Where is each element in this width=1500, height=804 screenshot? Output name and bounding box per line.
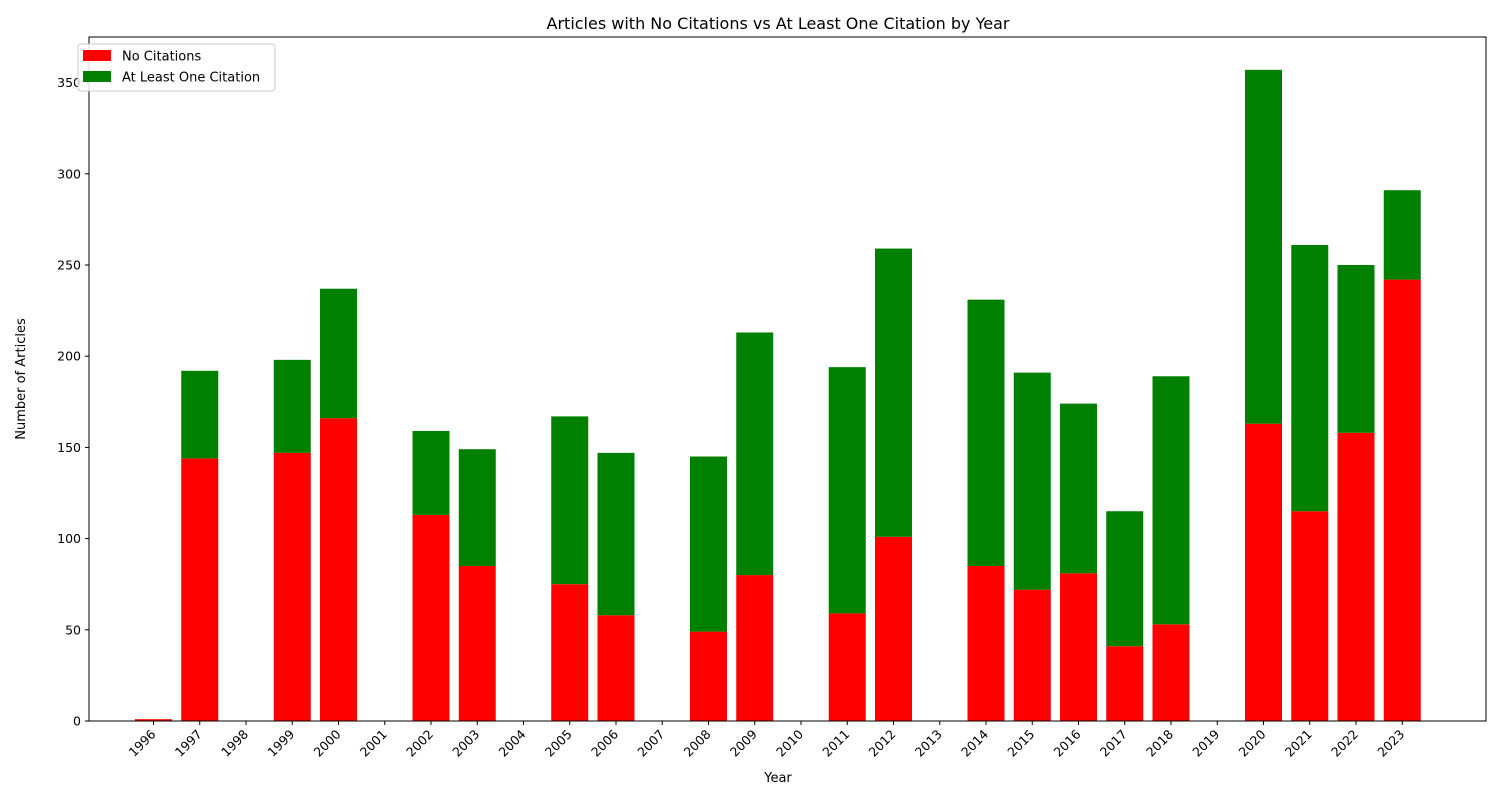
bar-no-citations-2000 [320,418,357,721]
legend-swatch-no-citations [83,50,111,61]
y-tick-label: 250 [57,258,81,273]
x-tick-label-2021: 2021 [1282,727,1315,760]
bar-at-least-one-citation-1997 [181,370,219,459]
bar-no-citations-2018 [1152,624,1190,721]
bar-at-least-one-citation-1999 [273,359,311,453]
bar-no-citations-2016 [1060,573,1097,721]
bar-no-citations-2023 [1383,279,1421,721]
bars [135,69,1421,721]
bar-at-least-one-citation-2017 [1106,511,1144,647]
y-axis: 0 50 100 150 200 250 300 350 [57,75,89,729]
bar-no-citations-2006 [597,615,635,721]
bar-no-citations-2005 [551,584,589,721]
chart-title: Articles with No Citations vs At Least O… [547,14,1010,33]
bar-at-least-one-citation-2000 [320,288,357,419]
bar-no-citations-2008 [690,631,727,721]
x-tick-label-2019: 2019 [1189,726,1222,759]
bar-at-least-one-citation-2020 [1245,69,1282,424]
y-tick-label: 200 [57,349,81,364]
y-tick-label: 150 [57,440,81,455]
x-tick-label-2020: 2020 [1236,726,1269,759]
bar-at-least-one-citation-2021 [1291,244,1329,512]
y-tick-label: 50 [65,622,81,637]
plot-area-frame [88,36,1487,722]
x-tick-label-2016: 2016 [1051,726,1084,759]
bar-no-citations-2017 [1106,646,1144,721]
bar-no-citations-2014 [967,565,1005,721]
x-tick-label-1996: 1996 [126,726,159,759]
x-tick-label-2000: 2000 [311,726,344,759]
x-tick-label-2005: 2005 [542,727,575,760]
bar-at-least-one-citation-2023 [1383,190,1421,280]
y-tick-label: 0 [73,714,81,729]
x-tick-label-2009: 2009 [727,726,760,759]
bar-no-citations-1999 [273,452,311,721]
x-tick-label-2015: 2015 [1004,727,1037,760]
bar-no-citations-2011 [828,613,866,721]
y-tick-label: 300 [57,166,81,181]
bar-at-least-one-citation-2008 [690,456,727,632]
x-tick-label-2022: 2022 [1328,727,1361,760]
x-tick-label-2023: 2023 [1374,727,1407,760]
legend-label-no-citations: No Citations [122,50,201,65]
x-tick-label-2008: 2008 [681,726,714,759]
legend-label-at-least-one-citation: At Least One Citation [122,71,260,86]
x-tick-label-2001: 2001 [357,727,390,760]
bar-at-least-one-citation-2022 [1337,265,1375,433]
x-tick-label-2017: 2017 [1097,727,1130,760]
bar-no-citations-1997 [181,458,219,721]
bar-at-least-one-citation-2002 [412,430,450,515]
x-tick-label-1998: 1998 [218,726,251,759]
x-tick-label-2003: 2003 [449,727,482,760]
x-tick-label-2010: 2010 [773,726,806,759]
x-tick-label-2012: 2012 [866,727,899,760]
x-tick-label-2004: 2004 [496,726,529,759]
x-axis: 1996 1997 1998 1999 2000 2001 2002 2003 2004 2005… [126,721,1407,760]
legend: No Citations At Least One Citation [77,43,276,92]
bar-no-citations-2021 [1291,511,1329,721]
bar-at-least-one-citation-2012 [875,248,912,537]
y-tick-label: 350 [57,75,81,90]
bar-at-least-one-citation-2005 [551,416,589,585]
x-axis-label: Year [763,771,792,786]
bar-no-citations-2002 [412,514,450,721]
bar-at-least-one-citation-2018 [1152,376,1190,625]
bar-no-citations-2022 [1337,432,1375,721]
bar-at-least-one-citation-2014 [967,299,1005,566]
bar-at-least-one-citation-2006 [597,452,635,616]
x-tick-label-1997: 1997 [172,727,205,760]
x-tick-label-2007: 2007 [634,727,667,760]
bar-at-least-one-citation-2015 [1013,372,1051,590]
x-tick-label-2018: 2018 [1143,726,1176,759]
bar-no-citations-2012 [875,536,912,721]
bar-no-citations-2009 [736,575,774,721]
bar-at-least-one-citation-2009 [736,332,774,576]
bar-no-citations-2020 [1245,423,1282,721]
x-tick-label-2006: 2006 [588,726,621,759]
bar-at-least-one-citation-2016 [1060,403,1097,574]
legend-swatch-at-least-one-citation [83,71,111,82]
x-tick-label-2013: 2013 [912,727,945,760]
x-tick-label-2002: 2002 [403,727,436,760]
x-tick-label-2011: 2011 [819,727,852,760]
x-tick-label-2014: 2014 [958,726,991,759]
bar-at-least-one-citation-2003 [458,449,496,566]
x-tick-label-1999: 1999 [264,726,297,759]
bar-no-citations-2003 [458,565,496,721]
bar-no-citations-2015 [1013,589,1051,721]
y-axis-label: Number of Articles [14,318,29,440]
bar-at-least-one-citation-2011 [828,367,866,614]
y-tick-label: 100 [57,531,81,546]
legend-box [77,43,276,92]
bar-no-citations-1996 [135,719,172,721]
